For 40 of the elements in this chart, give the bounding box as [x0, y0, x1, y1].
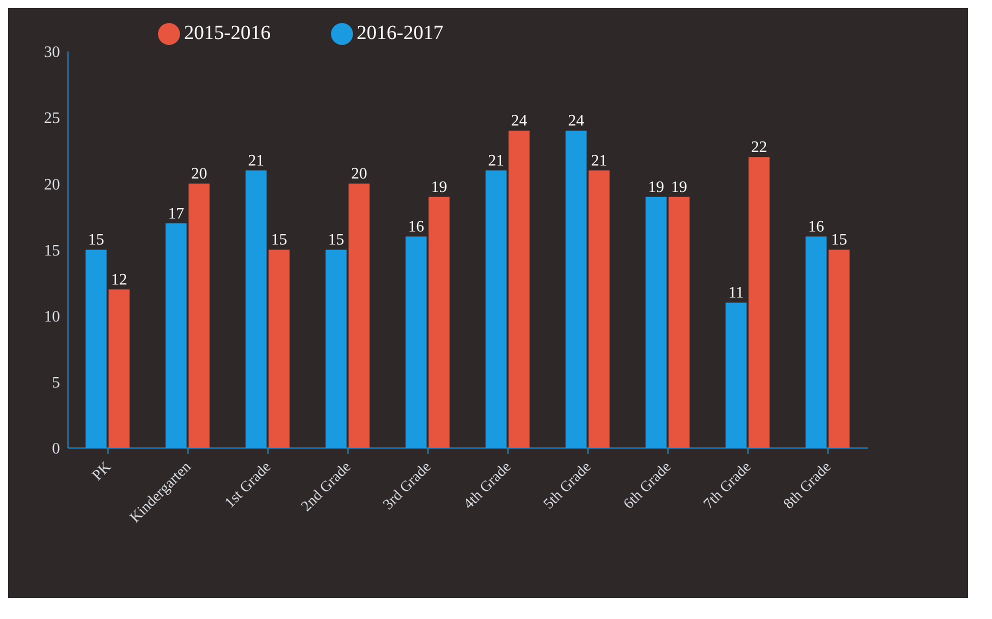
y-tick-label: 0	[52, 440, 60, 458]
bar	[268, 250, 290, 448]
bar	[428, 196, 450, 448]
legend-label: 2015-2016	[184, 22, 271, 44]
data-label: 21	[488, 152, 504, 170]
y-tick-label: 15	[44, 242, 60, 260]
y-tick-label: 25	[44, 110, 60, 128]
y-tick-label: 5	[52, 374, 60, 392]
data-label: 15	[271, 232, 288, 249]
data-label: 16	[808, 218, 824, 236]
bar	[588, 170, 610, 448]
data-label: 24	[568, 112, 584, 130]
bar	[748, 157, 770, 448]
data-label: 21	[591, 152, 608, 170]
bar	[188, 184, 210, 448]
data-label: 19	[648, 178, 664, 196]
y-tick-label: 20	[44, 176, 60, 194]
data-label: 12	[111, 271, 128, 288]
legend-label: 2016-2017	[356, 22, 444, 44]
data-label: 19	[431, 178, 448, 196]
data-label: 21	[248, 152, 264, 170]
y-tick-label: 30	[44, 44, 60, 62]
data-label: 24	[511, 112, 528, 130]
data-label: 22	[751, 139, 768, 156]
x-tick-label: PK	[89, 458, 114, 484]
bar	[668, 196, 690, 448]
bar	[108, 289, 130, 448]
bar	[348, 184, 370, 448]
data-label: 15	[831, 232, 848, 249]
bar	[508, 130, 530, 448]
data-label: 20	[191, 166, 208, 183]
data-label: 17	[168, 205, 184, 222]
data-label: 19	[671, 178, 688, 196]
data-label: 15	[88, 232, 104, 249]
y-tick-label: 10	[44, 308, 60, 326]
bar	[828, 250, 850, 448]
data-label: 20	[351, 166, 368, 183]
data-label: 16	[408, 218, 424, 236]
data-label: 11	[728, 284, 744, 302]
data-label: 15	[328, 232, 344, 249]
